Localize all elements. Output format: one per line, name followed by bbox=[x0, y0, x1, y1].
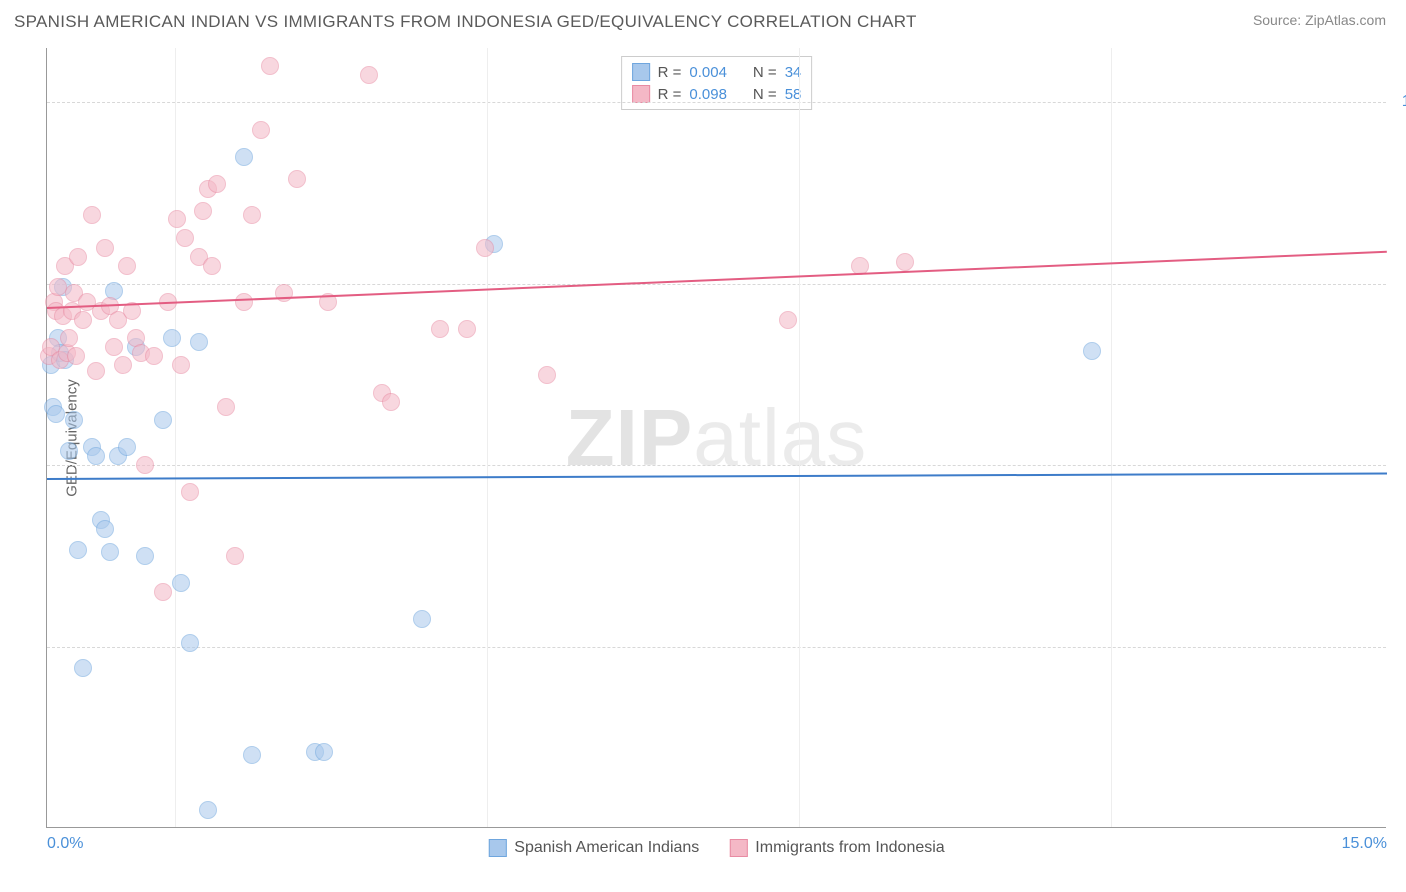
data-point-sai bbox=[96, 520, 114, 538]
data-point-ind bbox=[217, 398, 235, 416]
y-tick-label: 70.0% bbox=[1396, 638, 1406, 656]
data-point-sai bbox=[87, 447, 105, 465]
gridline-v bbox=[175, 48, 176, 827]
data-point-ind bbox=[136, 456, 154, 474]
data-point-sai bbox=[181, 634, 199, 652]
data-point-sai bbox=[47, 405, 65, 423]
data-point-ind bbox=[360, 66, 378, 84]
series-legend: Spanish American Indians Immigrants from … bbox=[488, 839, 944, 857]
data-point-sai bbox=[154, 411, 172, 429]
data-point-ind bbox=[538, 366, 556, 384]
legend-swatch-sai bbox=[632, 63, 650, 81]
n-label: N = bbox=[753, 86, 777, 103]
data-point-ind bbox=[181, 483, 199, 501]
data-point-sai bbox=[101, 543, 119, 561]
data-point-ind bbox=[431, 320, 449, 338]
watermark: ZIPatlas bbox=[566, 392, 867, 484]
data-point-sai bbox=[60, 442, 78, 460]
legend-item-ind: Immigrants from Indonesia bbox=[729, 839, 944, 857]
legend-swatch-sai bbox=[488, 839, 506, 857]
r-label: R = bbox=[658, 86, 682, 103]
data-point-ind bbox=[114, 356, 132, 374]
chart-title: SPANISH AMERICAN INDIAN VS IMMIGRANTS FR… bbox=[14, 12, 917, 32]
y-tick-label: 80.0% bbox=[1396, 456, 1406, 474]
chart-plot-area: GED/Equivalency ZIPatlas R =0.004N =34R … bbox=[46, 48, 1386, 828]
y-tick-label: 90.0% bbox=[1396, 275, 1406, 293]
data-point-ind bbox=[67, 347, 85, 365]
data-point-ind bbox=[252, 121, 270, 139]
data-point-ind bbox=[779, 311, 797, 329]
legend-swatch-ind bbox=[729, 839, 747, 857]
data-point-ind bbox=[83, 206, 101, 224]
data-point-ind bbox=[208, 175, 226, 193]
chart-source: Source: ZipAtlas.com bbox=[1253, 12, 1386, 28]
data-point-sai bbox=[172, 574, 190, 592]
data-point-ind bbox=[896, 253, 914, 271]
r-value: 0.004 bbox=[689, 64, 727, 81]
legend-label: Immigrants from Indonesia bbox=[755, 839, 944, 857]
data-point-sai bbox=[1083, 342, 1101, 360]
gridline-h bbox=[47, 647, 1386, 648]
data-point-ind bbox=[476, 239, 494, 257]
data-point-ind bbox=[105, 338, 123, 356]
y-tick-label: 100.0% bbox=[1396, 93, 1406, 111]
gridline-v bbox=[799, 48, 800, 827]
legend-swatch-ind bbox=[632, 85, 650, 103]
data-point-sai bbox=[136, 547, 154, 565]
r-value: 0.098 bbox=[689, 86, 727, 103]
data-point-ind bbox=[235, 293, 253, 311]
data-point-ind bbox=[176, 229, 194, 247]
data-point-ind bbox=[87, 362, 105, 380]
gridline-h bbox=[47, 102, 1386, 103]
data-point-ind bbox=[168, 210, 186, 228]
data-point-ind bbox=[145, 347, 163, 365]
data-point-sai bbox=[235, 148, 253, 166]
data-point-sai bbox=[163, 329, 181, 347]
data-point-sai bbox=[315, 743, 333, 761]
legend-stat-row-sai: R =0.004N =34 bbox=[632, 61, 802, 83]
data-point-sai bbox=[74, 659, 92, 677]
data-point-ind bbox=[243, 206, 261, 224]
data-point-ind bbox=[154, 583, 172, 601]
r-label: R = bbox=[658, 64, 682, 81]
data-point-ind bbox=[288, 170, 306, 188]
x-tick-label: 0.0% bbox=[47, 835, 83, 853]
legend-item-sai: Spanish American Indians bbox=[488, 839, 699, 857]
data-point-ind bbox=[203, 257, 221, 275]
n-label: N = bbox=[753, 64, 777, 81]
data-point-ind bbox=[226, 547, 244, 565]
data-point-ind bbox=[172, 356, 190, 374]
data-point-ind bbox=[458, 320, 476, 338]
data-point-sai bbox=[199, 801, 217, 819]
data-point-ind bbox=[382, 393, 400, 411]
data-point-sai bbox=[69, 541, 87, 559]
data-point-sai bbox=[118, 438, 136, 456]
chart-header: SPANISH AMERICAN INDIAN VS IMMIGRANTS FR… bbox=[0, 0, 1406, 38]
data-point-ind bbox=[118, 257, 136, 275]
trend-line-sai bbox=[47, 472, 1387, 479]
data-point-ind bbox=[261, 57, 279, 75]
data-point-sai bbox=[65, 411, 83, 429]
data-point-ind bbox=[194, 202, 212, 220]
gridline-v bbox=[487, 48, 488, 827]
gridline-h bbox=[47, 284, 1386, 285]
data-point-ind bbox=[74, 311, 92, 329]
x-tick-label: 15.0% bbox=[1342, 835, 1387, 853]
data-point-ind bbox=[60, 329, 78, 347]
data-point-sai bbox=[413, 610, 431, 628]
gridline-v bbox=[1111, 48, 1112, 827]
data-point-sai bbox=[243, 746, 261, 764]
data-point-ind bbox=[69, 248, 87, 266]
gridline-h bbox=[47, 465, 1386, 466]
data-point-ind bbox=[96, 239, 114, 257]
data-point-sai bbox=[190, 333, 208, 351]
legend-label: Spanish American Indians bbox=[514, 839, 699, 857]
